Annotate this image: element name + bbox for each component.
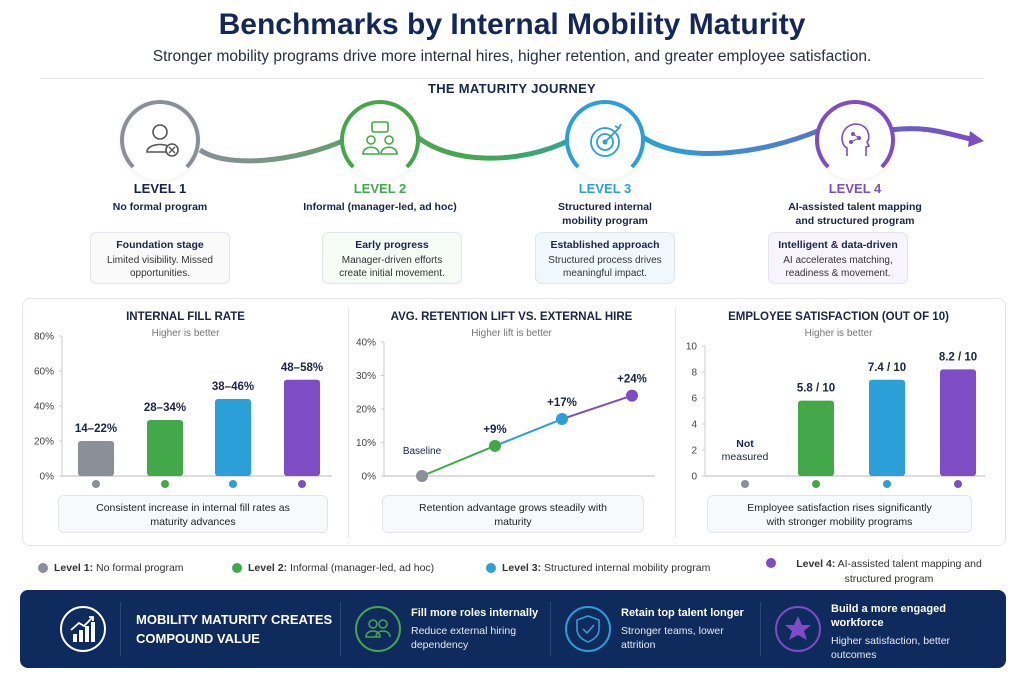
info-box-title: Foundation stage bbox=[116, 239, 204, 251]
target-icon bbox=[590, 123, 622, 157]
legend-item-level-1: Level 1: No formal program bbox=[38, 562, 184, 574]
person-x-icon bbox=[146, 124, 179, 157]
legend-dot-icon bbox=[486, 563, 496, 573]
arrow-head-icon bbox=[968, 131, 984, 147]
info-box-text: Structured process drives meaningful imp… bbox=[548, 255, 662, 279]
charts-panel bbox=[22, 298, 1006, 546]
level-3-icon-circle bbox=[565, 100, 645, 180]
legend-dot-icon bbox=[38, 563, 48, 573]
level-3-info-box: Established approach Structured process d… bbox=[535, 232, 675, 284]
legend-text: Structured internal mobility program bbox=[544, 562, 711, 574]
banner-item-2: Retain top talent longer Stronger teams, … bbox=[621, 606, 771, 652]
level-4-icon-circle bbox=[815, 100, 895, 180]
journey-title: THE MATURITY JOURNEY bbox=[427, 81, 597, 96]
level-4-info-box: Intelligent & data-driven AI accelerates … bbox=[768, 232, 908, 284]
legend-key: Level 4: bbox=[796, 558, 836, 570]
banner-item-text: Stronger teams, lower attrition bbox=[621, 625, 724, 651]
legend-text: Informal (manager-led, ad hoc) bbox=[290, 562, 435, 574]
chart-subtitle: Higher is better bbox=[804, 328, 873, 339]
banner-headline: MOBILITY MATURITY CREATES COMPOUND VALUE bbox=[136, 612, 333, 646]
chart-title: AVG. RETENTION LIFT VS. EXTERNAL HIRE bbox=[390, 311, 633, 323]
chart-title: EMPLOYEE SATISFACTION (OUT OF 10) bbox=[728, 311, 949, 323]
divider bbox=[675, 308, 676, 538]
shield-check-icon bbox=[565, 606, 611, 652]
legend-key: Level 1: bbox=[54, 562, 94, 574]
divider bbox=[760, 602, 761, 656]
legend-text: AI-assisted talent mapping and structure… bbox=[837, 558, 982, 585]
chart-subtitle: Higher is better bbox=[151, 328, 220, 339]
banner-item-text: Higher satisfaction, better outcomes bbox=[831, 635, 951, 661]
info-box-title: Established approach bbox=[550, 239, 660, 251]
ai-brain-icon bbox=[841, 123, 871, 156]
divider bbox=[348, 308, 349, 538]
level-name: LEVEL 1 bbox=[133, 181, 187, 196]
chart-caption: Employee satisfaction rises significantl… bbox=[707, 495, 972, 533]
divider bbox=[550, 602, 551, 656]
legend-item-level-3: Level 3: Structured internal mobility pr… bbox=[486, 562, 710, 574]
growth-chart-icon bbox=[60, 606, 106, 652]
level-1-heading: LEVEL 1 No formal program bbox=[60, 181, 260, 214]
level-description: Informal (manager-led, ad hoc) bbox=[303, 201, 457, 213]
divider bbox=[40, 78, 984, 79]
page-subtitle: Stronger mobility programs drive more in… bbox=[152, 48, 872, 65]
banner-item-text: Reduce external hiring dependency bbox=[411, 625, 517, 651]
level-2-heading: LEVEL 2 Informal (manager-led, ad hoc) bbox=[280, 181, 480, 214]
legend-key: Level 3: bbox=[502, 562, 542, 574]
legend-dot-icon bbox=[766, 558, 776, 568]
people-icon bbox=[355, 606, 401, 652]
journey-path bbox=[198, 126, 984, 164]
level-2-icon-circle bbox=[340, 100, 420, 180]
info-box-text: Manager-driven efforts create initial mo… bbox=[339, 255, 445, 279]
star-icon bbox=[775, 606, 821, 652]
banner-item-1: Fill more roles internally Reduce externa… bbox=[411, 606, 561, 652]
legend-dot-icon bbox=[232, 563, 242, 573]
legend-item-level-2: Level 2: Informal (manager-led, ad hoc) bbox=[232, 562, 434, 574]
legend-key: Level 2: bbox=[248, 562, 288, 574]
level-4-heading: LEVEL 4 AI-assisted talent mapping and st… bbox=[755, 181, 955, 228]
chart-caption: Retention advantage grows steadily with … bbox=[382, 495, 644, 533]
level-description: Structured internal mobility program bbox=[558, 201, 652, 227]
people-chat-icon bbox=[362, 121, 398, 155]
info-box-title: Intelligent & data-driven bbox=[778, 239, 898, 251]
level-description: AI-assisted talent mapping and structure… bbox=[788, 201, 922, 227]
level-3-heading: LEVEL 3 Structured internal mobility prog… bbox=[505, 181, 705, 228]
page-title: Benchmarks by Internal Mobility Maturity bbox=[218, 8, 806, 41]
banner-item-title: Fill more roles internally bbox=[411, 607, 539, 619]
level-1-info-box: Foundation stage Limited visibility. Miss… bbox=[90, 232, 230, 284]
legend-text: No formal program bbox=[96, 562, 184, 574]
banner-item-3: Build a more engaged workforce Higher sat… bbox=[831, 602, 951, 662]
divider bbox=[120, 602, 121, 656]
divider bbox=[340, 602, 341, 656]
level-name: LEVEL 3 bbox=[578, 181, 632, 196]
banner-item-title: Build a more engaged workforce bbox=[831, 603, 946, 629]
chart-subtitle: Higher lift is better bbox=[471, 328, 552, 339]
banner-item-title: Retain top talent longer bbox=[621, 607, 744, 619]
level-name: LEVEL 2 bbox=[353, 181, 407, 196]
legend-item-level-4: Level 4: AI-assisted talent mapping and … bbox=[766, 557, 996, 587]
level-description: No formal program bbox=[112, 201, 208, 213]
info-box-text: AI accelerates matching, readiness & mov… bbox=[783, 255, 893, 279]
info-box-title: Early progress bbox=[355, 239, 429, 251]
level-2-info-box: Early progress Manager-driven efforts cre… bbox=[322, 232, 462, 284]
info-box-text: Limited visibility. Missed opportunities… bbox=[107, 255, 213, 279]
level-name: LEVEL 4 bbox=[828, 181, 882, 196]
chart-caption: Consistent increase in internal fill rat… bbox=[58, 495, 328, 533]
level-1-icon-circle bbox=[120, 100, 200, 180]
value-banner: MOBILITY MATURITY CREATES COMPOUND VALUE… bbox=[20, 590, 1006, 668]
chart-title: INTERNAL FILL RATE bbox=[126, 311, 245, 323]
